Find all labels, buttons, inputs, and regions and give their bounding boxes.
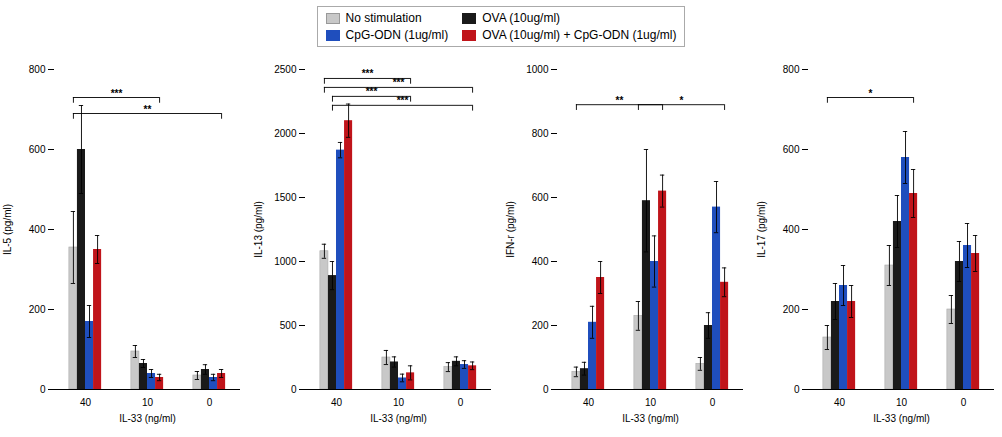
svg-text:40: 40 xyxy=(80,397,92,408)
svg-text:IL-33 (ng/ml): IL-33 (ng/ml) xyxy=(622,413,679,424)
svg-text:*: * xyxy=(679,95,683,106)
svg-text:10: 10 xyxy=(896,397,908,408)
svg-text:10: 10 xyxy=(142,397,154,408)
svg-text:600: 600 xyxy=(29,144,46,155)
html-text:OVA (10ug/ml): OVA (10ug/ml) xyxy=(482,11,561,25)
svg-text:***: *** xyxy=(397,95,409,106)
html-text:CpG-ODN (1ug/ml): CpG-ODN (1ug/ml) xyxy=(345,28,449,42)
svg-text:10: 10 xyxy=(393,397,405,408)
svg-text:IL-33 (ng/ml): IL-33 (ng/ml) xyxy=(370,413,427,424)
svg-text:0: 0 xyxy=(291,384,297,395)
svg-text:40: 40 xyxy=(583,397,595,408)
svg-text:IL-33 (ng/ml): IL-33 (ng/ml) xyxy=(873,413,930,424)
svg-text:200: 200 xyxy=(783,304,800,315)
svg-text:0: 0 xyxy=(794,384,800,395)
svg-text:IFN-r (pg/ml): IFN-r (pg/ml) xyxy=(504,201,515,258)
html-text:No stimulation: No stimulation xyxy=(345,11,422,25)
svg-text:***: *** xyxy=(111,88,123,99)
svg-text:0: 0 xyxy=(709,397,715,408)
svg-text:800: 800 xyxy=(531,128,548,139)
svg-text:***: *** xyxy=(362,68,374,79)
svg-text:IL-17 (pg/ml): IL-17 (pg/ml) xyxy=(756,201,767,258)
svg-text:0: 0 xyxy=(207,397,213,408)
svg-text:600: 600 xyxy=(783,144,800,155)
svg-text:40: 40 xyxy=(331,397,343,408)
svg-text:10: 10 xyxy=(645,397,657,408)
svg-text:IL-13 (pg/ml): IL-13 (pg/ml) xyxy=(253,201,264,258)
svg-text:400: 400 xyxy=(29,224,46,235)
svg-text:0: 0 xyxy=(458,397,464,408)
svg-text:200: 200 xyxy=(531,320,548,331)
svg-text:2500: 2500 xyxy=(275,64,298,75)
svg-text:**: ** xyxy=(615,95,623,106)
html-text:OVA (10ug/ml) + CpG-ODN (1ug/m: OVA (10ug/ml) + CpG-ODN (1ug/ml) xyxy=(482,28,677,42)
svg-text:800: 800 xyxy=(29,64,46,75)
svg-text:*: * xyxy=(869,88,873,99)
svg-text:***: *** xyxy=(393,77,405,88)
svg-text:IL-5 (pg/ml): IL-5 (pg/ml) xyxy=(2,204,13,255)
svg-text:0: 0 xyxy=(543,384,549,395)
svg-text:800: 800 xyxy=(783,64,800,75)
svg-text:1000: 1000 xyxy=(275,256,298,267)
svg-text:1000: 1000 xyxy=(526,64,549,75)
svg-text:500: 500 xyxy=(280,320,297,331)
svg-text:***: *** xyxy=(366,86,378,97)
svg-text:0: 0 xyxy=(961,397,967,408)
svg-text:400: 400 xyxy=(531,256,548,267)
svg-text:40: 40 xyxy=(834,397,846,408)
svg-text:**: ** xyxy=(144,104,152,115)
svg-text:200: 200 xyxy=(29,304,46,315)
svg-text:1500: 1500 xyxy=(275,192,298,203)
svg-text:400: 400 xyxy=(783,224,800,235)
svg-text:IL-33 (ng/ml): IL-33 (ng/ml) xyxy=(119,413,176,424)
svg-text:0: 0 xyxy=(40,384,46,395)
svg-text:2000: 2000 xyxy=(275,128,298,139)
svg-text:600: 600 xyxy=(531,192,548,203)
